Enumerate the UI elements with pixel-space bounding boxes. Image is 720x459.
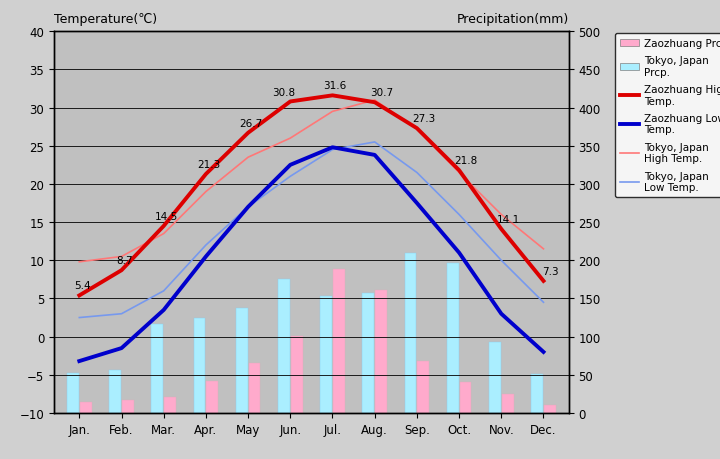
Text: 14.1: 14.1 xyxy=(497,214,520,224)
Bar xyxy=(122,400,134,413)
Text: 31.6: 31.6 xyxy=(324,81,347,91)
Bar xyxy=(320,297,332,413)
Bar xyxy=(418,361,429,413)
Bar xyxy=(544,405,556,413)
Text: 21.3: 21.3 xyxy=(197,160,220,170)
Bar xyxy=(248,363,261,413)
Bar xyxy=(164,397,176,413)
Bar xyxy=(405,254,416,413)
Legend: Zaozhuang Prcp., Tokyo, Japan
Prcp., Zaozhuang High
Temp., Zaozhuang Low
Temp., : Zaozhuang Prcp., Tokyo, Japan Prcp., Zao… xyxy=(615,34,720,198)
Text: 30.8: 30.8 xyxy=(271,87,295,97)
Text: 30.7: 30.7 xyxy=(370,88,393,98)
Text: 27.3: 27.3 xyxy=(413,114,436,124)
Bar xyxy=(531,374,543,413)
Bar xyxy=(291,336,302,413)
Bar xyxy=(194,319,205,413)
Text: 26.7: 26.7 xyxy=(239,118,263,129)
Bar xyxy=(375,291,387,413)
Bar xyxy=(502,394,513,413)
Bar xyxy=(67,374,79,413)
Text: Precipitation(mm): Precipitation(mm) xyxy=(456,13,569,27)
Bar xyxy=(236,309,248,413)
Bar xyxy=(459,382,472,413)
Bar xyxy=(109,370,121,413)
Text: 7.3: 7.3 xyxy=(542,266,559,276)
Bar xyxy=(489,342,501,413)
Bar xyxy=(447,263,459,413)
Text: 14.5: 14.5 xyxy=(155,212,178,222)
Bar xyxy=(333,269,345,413)
Bar xyxy=(362,293,374,413)
Bar xyxy=(207,381,218,413)
Text: Temperature(℃): Temperature(℃) xyxy=(54,13,157,27)
Bar xyxy=(151,324,163,413)
Text: 21.8: 21.8 xyxy=(454,156,477,166)
Bar xyxy=(80,403,91,413)
Bar xyxy=(278,280,290,413)
Text: 8.7: 8.7 xyxy=(116,256,132,266)
Text: 5.4: 5.4 xyxy=(73,281,91,291)
